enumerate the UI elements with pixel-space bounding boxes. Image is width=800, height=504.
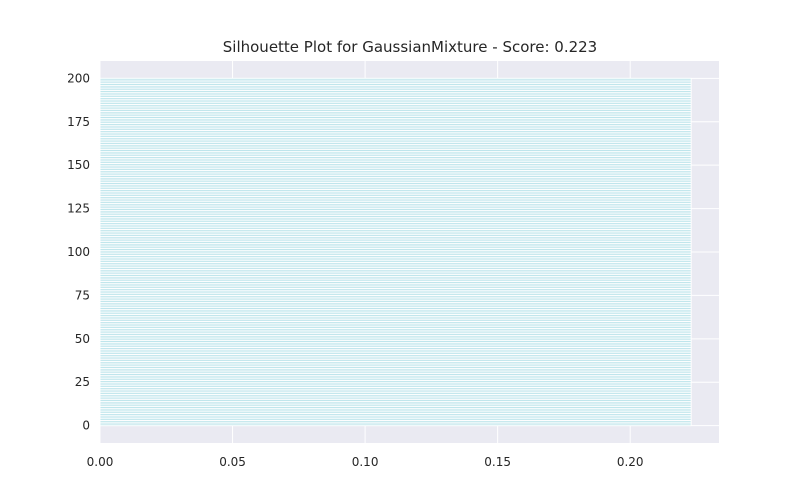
y-tick-label: 0 xyxy=(82,419,90,433)
silhouette-bar xyxy=(99,77,692,81)
y-tick-label: 125 xyxy=(67,202,90,216)
silhouette-bars xyxy=(99,77,692,427)
y-tick-label: 25 xyxy=(75,375,90,389)
y-tick-label: 100 xyxy=(67,245,90,259)
x-tick-labels: 0.00 0.05 0.10 0.15 0.20 xyxy=(87,455,644,469)
y-tick-label: 150 xyxy=(67,158,90,172)
y-tick-labels: 0 25 50 75 100 125 150 175 200 xyxy=(67,71,90,432)
x-tick-label: 0.00 xyxy=(87,455,114,469)
y-tick-label: 175 xyxy=(67,115,90,129)
y-tick-label: 50 xyxy=(75,332,90,346)
y-tick-label: 200 xyxy=(67,71,90,85)
chart-title: Silhouette Plot for GaussianMixture - Sc… xyxy=(223,38,597,56)
x-tick-label: 0.20 xyxy=(617,455,644,469)
x-tick-label: 0.10 xyxy=(352,455,379,469)
x-tick-label: 0.15 xyxy=(484,455,511,469)
x-tick-label: 0.05 xyxy=(219,455,246,469)
y-tick-label: 75 xyxy=(75,288,90,302)
